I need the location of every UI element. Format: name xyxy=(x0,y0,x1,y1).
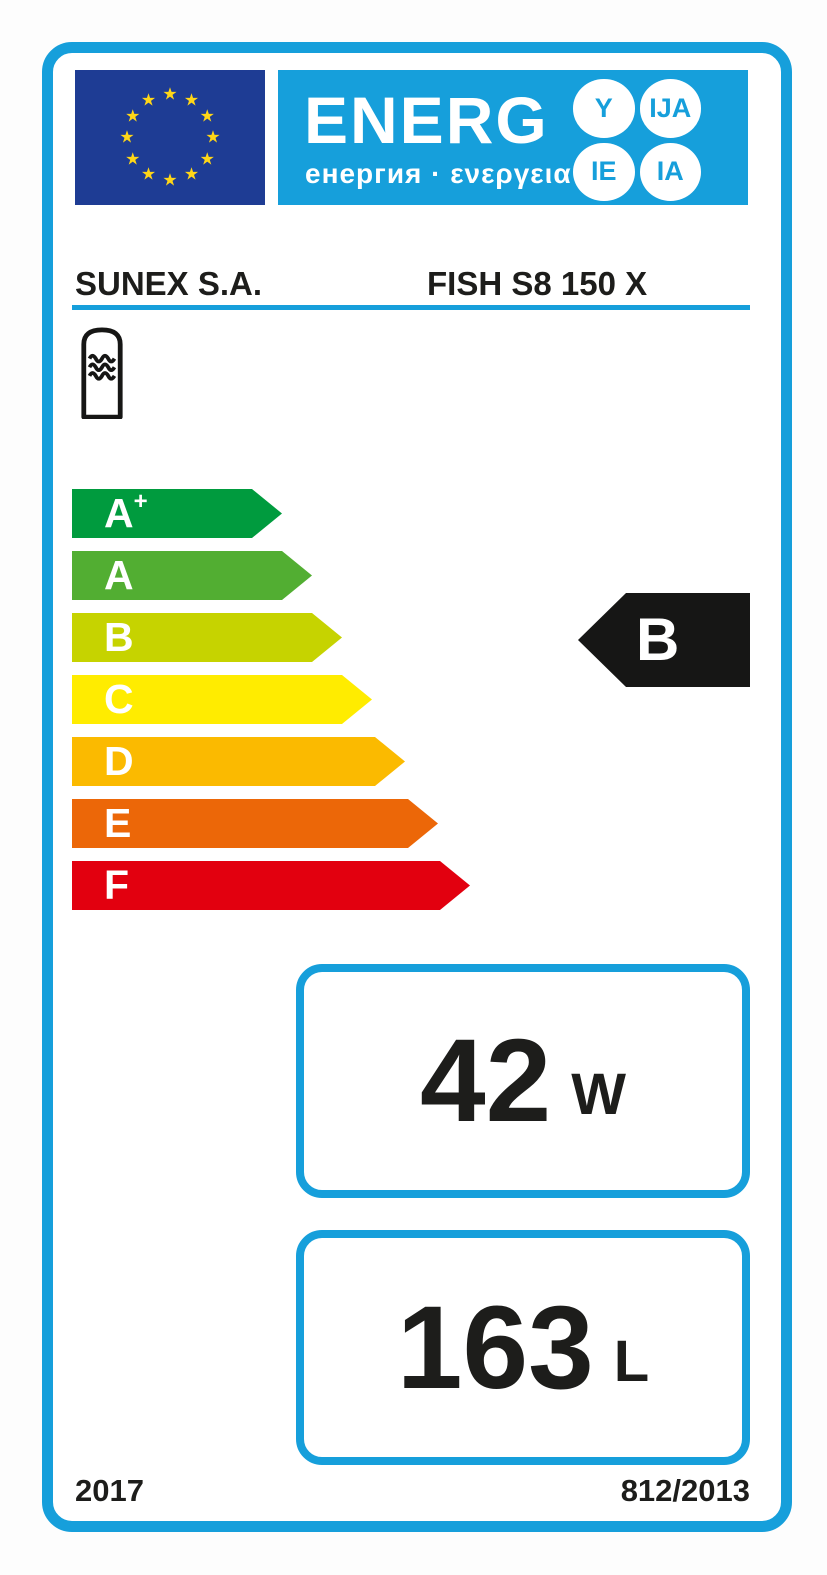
rating-arrow-d: D xyxy=(72,737,405,786)
suffix-text: IE xyxy=(590,156,617,187)
supplier-name: SUNEX S.A. xyxy=(75,265,263,302)
eu-flag-star: ★ xyxy=(199,149,215,168)
label-content: ★ ★ ★ ★ ★ ★ ★ ★ ★ ★ ★ ★ ENERG енергия · ενεργεια Y … xyxy=(53,53,781,1521)
rating-arrow-c: C xyxy=(72,675,372,724)
rating-letter: A xyxy=(104,552,134,598)
energy-logo-text: ENERG xyxy=(304,83,549,157)
suffix-circle-ija: IJA xyxy=(639,79,701,138)
eu-flag-star: ★ xyxy=(162,170,178,190)
suffix-circle-y: Y xyxy=(573,79,635,138)
rating-letter: E xyxy=(104,800,132,846)
eu-flag-star: ★ xyxy=(199,106,215,125)
storage-volume-box: 163 L xyxy=(296,1230,750,1465)
suffix-text: IA xyxy=(656,156,684,187)
efficiency-scale: A + A B C D E F xyxy=(72,489,470,923)
eu-flag-star: ★ xyxy=(205,127,221,147)
eu-flag-star: ★ xyxy=(162,84,178,104)
rating-arrow-a-plus: A + xyxy=(72,489,282,538)
rating-arrow-a: A xyxy=(72,551,312,600)
assigned-class-indicator: B xyxy=(578,593,750,687)
eu-flag-star: ★ xyxy=(125,149,141,168)
standing-loss-unit: W xyxy=(571,1062,626,1127)
standing-loss-box: 42 W xyxy=(296,964,750,1198)
rating-arrow-f: F xyxy=(72,861,470,910)
eu-flag-star: ★ xyxy=(183,90,200,110)
eu-flag-star: ★ xyxy=(125,106,141,125)
energy-label: ★ ★ ★ ★ ★ ★ ★ ★ ★ ★ ★ ★ ENERG енергия · ενεργεια Y … xyxy=(42,42,792,1532)
rating-letter: D xyxy=(104,738,134,784)
rating-letter-sup: + xyxy=(133,487,148,515)
eu-flag-star: ★ xyxy=(140,90,157,110)
suffix-text: IJA xyxy=(649,92,692,123)
eu-flag-star: ★ xyxy=(119,127,135,147)
standing-loss-value: 42 xyxy=(419,1015,552,1147)
eu-flag-star: ★ xyxy=(183,164,200,184)
suffix-circle-ia: IA xyxy=(639,142,701,201)
suffix-circle-ie: IE xyxy=(573,142,635,201)
suffix-text: Y xyxy=(594,92,613,123)
rating-letter: C xyxy=(104,676,134,722)
eu-flag: ★ ★ ★ ★ ★ ★ ★ ★ ★ ★ ★ ★ xyxy=(75,70,265,205)
energy-logo-subtext: енергия · ενεργεια xyxy=(305,158,572,189)
model-identifier: FISH S8 150 X xyxy=(427,265,648,302)
rating-letter: B xyxy=(104,614,134,660)
rating-arrow-e: E xyxy=(72,799,438,848)
storage-volume-unit: L xyxy=(613,1328,650,1394)
hot-water-tank-icon xyxy=(81,327,123,419)
rating-letter: A xyxy=(104,490,134,536)
energy-logo-band: ENERG енергия · ενεργεια Y IJA IE IA xyxy=(278,70,748,205)
eu-flag-star: ★ xyxy=(140,164,157,184)
rating-letter: F xyxy=(104,862,130,908)
header-divider xyxy=(72,305,750,310)
label-year: 2017 xyxy=(75,1473,144,1508)
storage-volume-value: 163 xyxy=(396,1281,594,1414)
rating-arrow-b: B xyxy=(72,613,342,662)
energy-language-suffixes: Y IJA IE IA xyxy=(573,79,701,201)
regulation-number: 812/2013 xyxy=(620,1473,750,1508)
assigned-class-letter: B xyxy=(636,606,680,673)
